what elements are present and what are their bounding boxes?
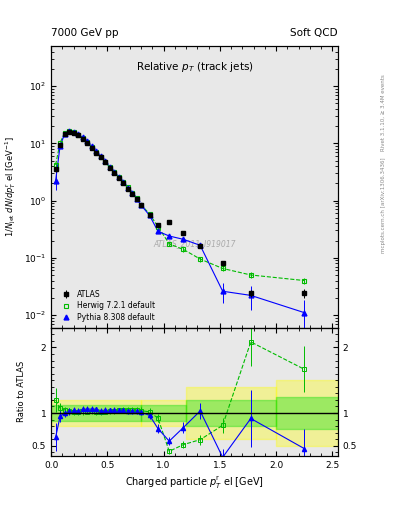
Text: Rivet 3.1.10, ≥ 3.4M events: Rivet 3.1.10, ≥ 3.4M events [381,74,386,151]
Y-axis label: $1/N_\mathrm{jet}\ dN/dp^\mathrm{r}_T\ \mathrm{el}\ [\mathrm{GeV}^{-1}]$: $1/N_\mathrm{jet}\ dN/dp^\mathrm{r}_T\ \… [4,136,18,238]
Text: Relative $p_{T}$ (track jets): Relative $p_{T}$ (track jets) [136,60,253,74]
Text: Soft QCD: Soft QCD [290,28,338,38]
X-axis label: Charged particle $p^\mathrm{r}_T$ el [GeV]: Charged particle $p^\mathrm{r}_T$ el [Ge… [125,475,264,491]
Text: ATLAS_2011_I919017: ATLAS_2011_I919017 [153,239,236,248]
Y-axis label: Ratio to ATLAS: Ratio to ATLAS [17,361,26,422]
Legend: ATLAS, Herwig 7.2.1 default, Pythia 8.308 default: ATLAS, Herwig 7.2.1 default, Pythia 8.30… [55,288,158,324]
Text: mcplots.cern.ch [arXiv:1306.3436]: mcplots.cern.ch [arXiv:1306.3436] [381,157,386,252]
Text: 7000 GeV pp: 7000 GeV pp [51,28,119,38]
